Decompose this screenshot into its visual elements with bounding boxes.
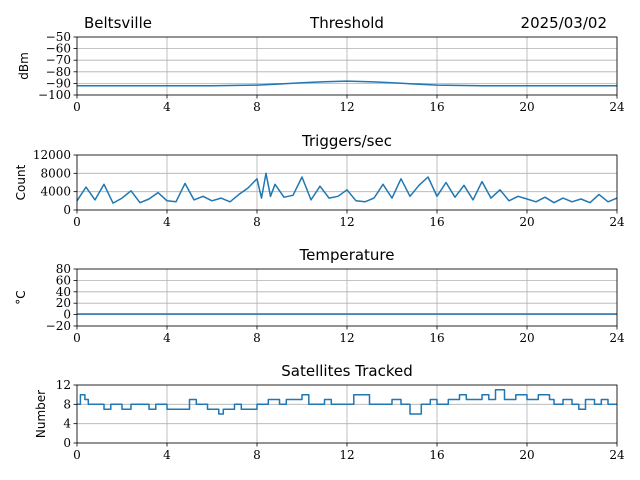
y-tick-label: −60 [46,42,71,56]
chart-title: Satellites Tracked [281,362,412,380]
y-tick-label: 60 [56,273,71,287]
x-tick-label: 12 [339,331,354,345]
date-label: 2025/03/02 [521,14,607,32]
y-tick-label: 8000 [40,166,71,180]
x-tick-label: 4 [163,448,171,462]
x-tick-label: 0 [73,331,81,345]
y-tick-label: 8 [63,397,71,411]
x-tick-label: 20 [519,100,534,114]
series-line [77,80,617,87]
series-line [77,389,617,415]
series-line [76,172,618,204]
x-tick-label: 8 [253,448,261,462]
x-tick-label: 8 [253,100,261,114]
y-tick-label: −80 [46,65,71,79]
x-tick-label: 24 [609,100,625,114]
y-tick-label: 4000 [40,185,71,199]
x-tick-label: 0 [73,448,81,462]
x-tick-label: 8 [253,215,261,229]
chart-title: Threshold [309,14,384,32]
x-tick-label: 24 [609,448,625,462]
x-tick-label: 12 [339,448,354,462]
x-tick-label: 20 [519,331,534,345]
x-tick-label: 16 [429,100,444,114]
site-label: Beltsville [84,14,152,32]
chart-panel-0: 0 4 8 12 16 20 24 −100−90−80−70−60−50 Threshold d… [17,14,625,114]
y-tick-label: 0 [63,203,71,217]
chart-panel-1: 0 4 8 12 16 20 24 0 4000 8000 12000 Triggers/sec Cou… [14,132,625,229]
x-tick-label: 12 [339,100,354,114]
y-tick-label: 0 [63,308,71,322]
chart-panel-3: 0 4 8 12 16 20 24 0 4 8 12 Satellites Tracked Number [34,362,625,462]
y-tick-label: 4 [63,417,71,431]
y-axis-label: dBm [17,52,31,80]
chart-title: Triggers/sec [301,132,392,150]
y-tick-label: −70 [46,53,71,67]
x-tick-label: 8 [253,331,261,345]
y-tick-label: −90 [46,76,71,90]
y-tick-label: 80 [56,262,71,276]
x-tick-label: 16 [429,448,444,462]
chart-title: Temperature [298,246,394,264]
y-tick-label: 12000 [33,148,71,162]
y-axis-label: °C [14,290,28,304]
x-tick-label: 0 [73,215,81,229]
x-tick-label: 20 [519,215,534,229]
y-axis-label: Number [34,390,48,438]
x-tick-label: 4 [163,100,171,114]
x-tick-label: 0 [73,100,81,114]
x-tick-label: 4 [163,331,171,345]
y-tick-label: −50 [46,30,71,44]
x-tick-label: 16 [429,331,444,345]
x-tick-label: 20 [519,448,534,462]
y-tick-label: 0 [63,436,71,450]
y-axis-label: Count [14,164,28,200]
chart-panels: 0 4 8 12 16 20 24 −100−90−80−70−60−50 Threshold d… [14,14,625,462]
x-tick-label: 24 [609,331,625,345]
y-tick-label: 40 [56,285,71,299]
x-tick-label: 16 [429,215,444,229]
x-tick-label: 4 [163,215,171,229]
y-tick-label: −20 [46,319,71,333]
x-tick-label: 12 [339,215,354,229]
x-tick-label: 24 [609,215,625,229]
y-tick-label: −100 [38,88,71,102]
y-tick-label: 20 [56,296,71,310]
y-tick-label: 12 [56,378,71,392]
